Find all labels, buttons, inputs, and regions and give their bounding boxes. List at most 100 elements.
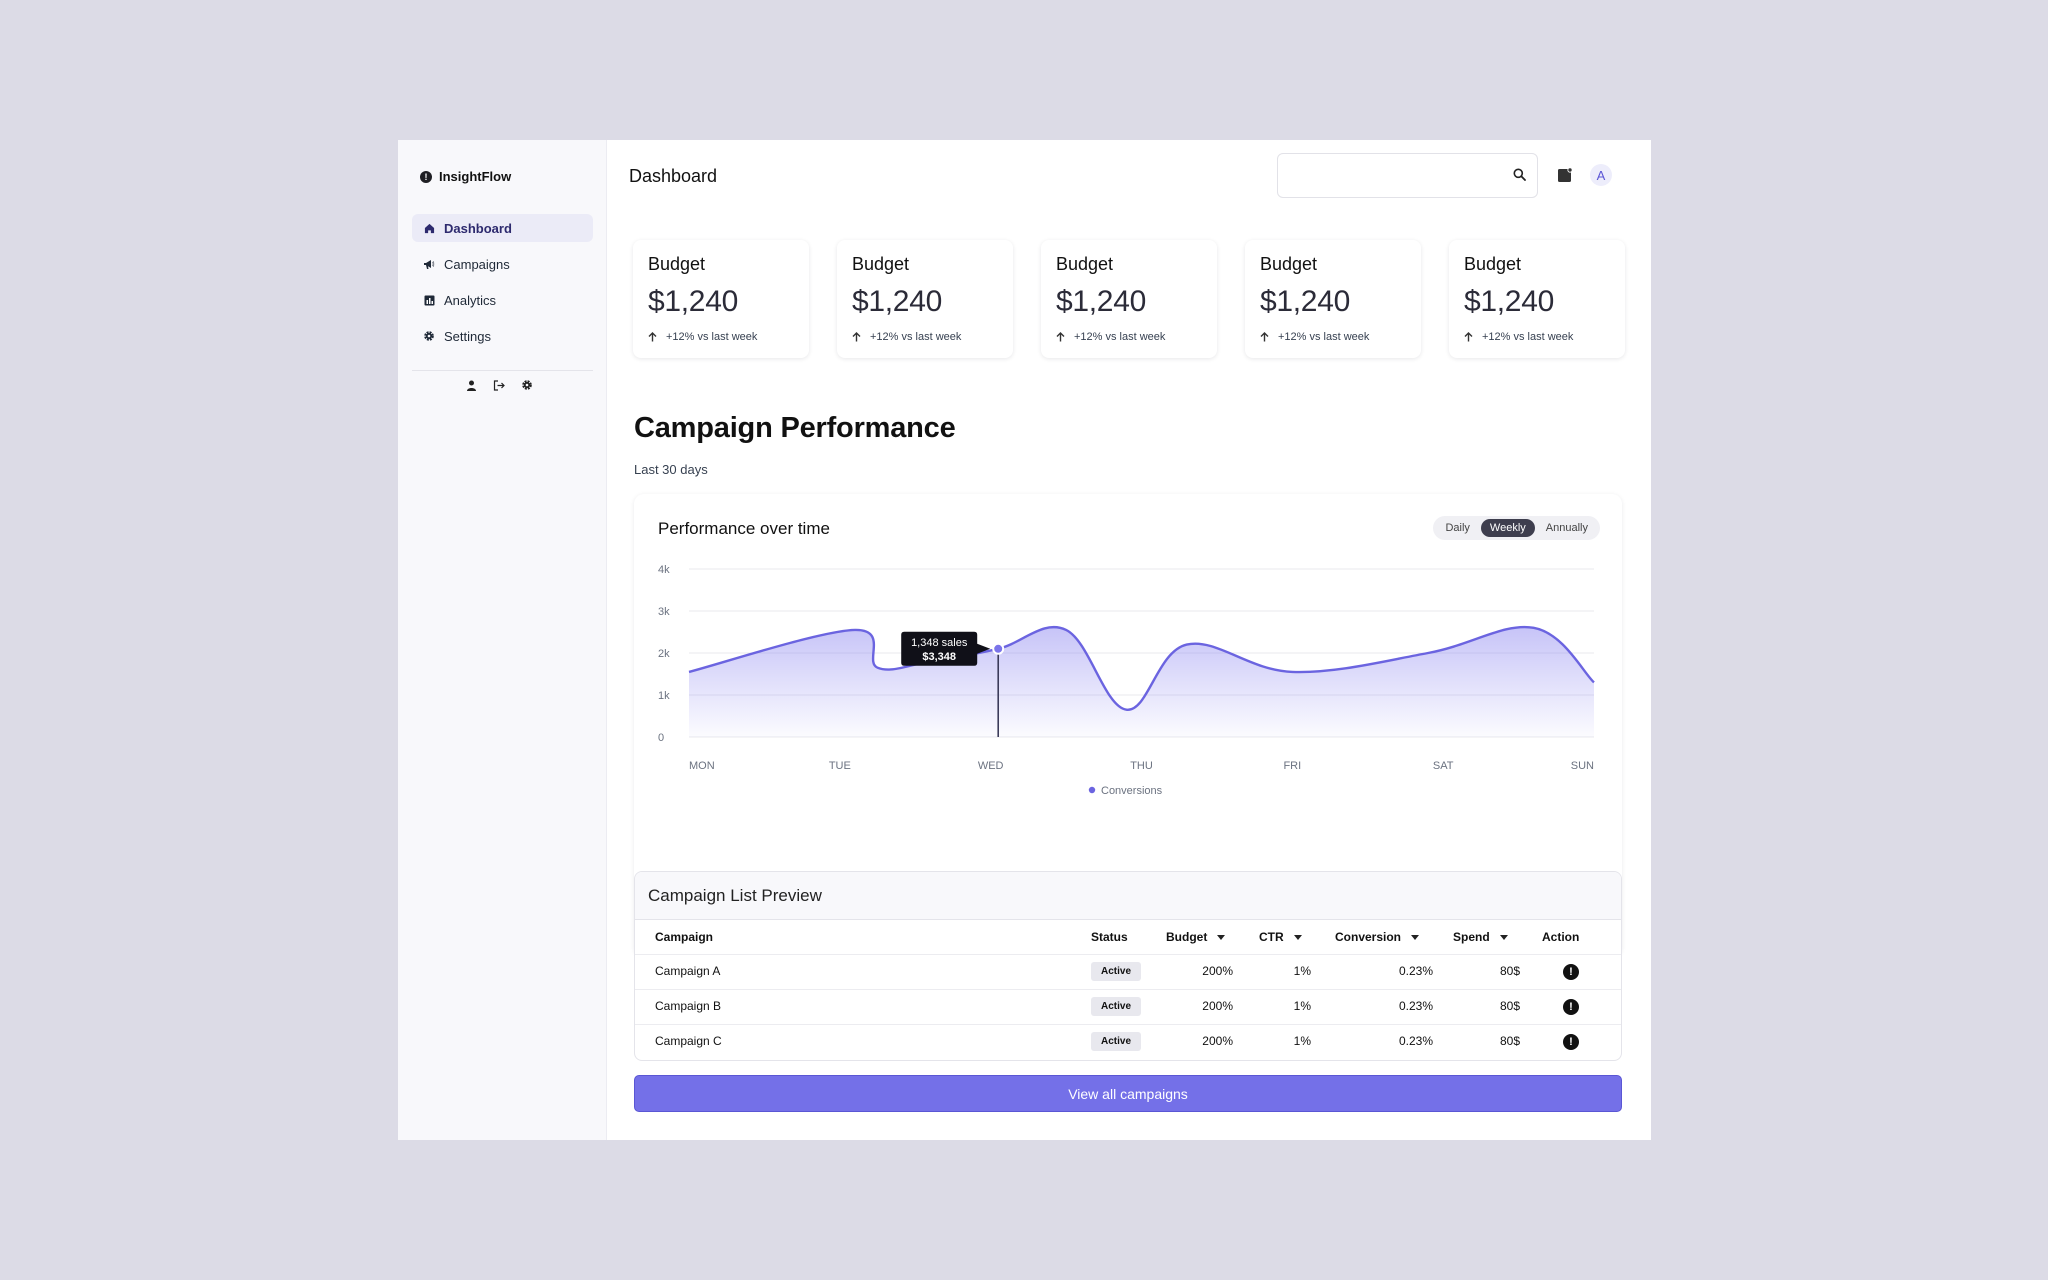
cell-ctr: 1% xyxy=(1259,954,1335,990)
brand[interactable]: ! InsightFlow xyxy=(420,169,511,184)
page-title: Dashboard xyxy=(629,166,718,186)
y-tick-label: 3k xyxy=(658,606,670,618)
sidebar-item-dashboard[interactable]: Dashboard xyxy=(412,214,593,242)
kpi-change-text: +12% vs last week xyxy=(1074,331,1166,343)
search-icon[interactable] xyxy=(1513,168,1527,182)
logout-icon[interactable] xyxy=(492,378,506,392)
col-budget-label: Budget xyxy=(1166,929,1208,944)
range-weekly[interactable]: Weekly xyxy=(1480,519,1535,537)
status-badge: Active xyxy=(1091,997,1142,1016)
y-tick-label: 2k xyxy=(658,648,670,660)
table-row[interactable]: Campaign B Active 200% 1% 0.23% 80$ ! xyxy=(635,989,1621,1025)
sidebar-item-analytics[interactable]: Analytics xyxy=(412,286,593,314)
cell-budget: 200% xyxy=(1166,989,1259,1025)
user-icon[interactable] xyxy=(464,378,478,392)
col-conversion-label: Conversion xyxy=(1335,929,1402,944)
alert-icon[interactable]: ! xyxy=(1563,998,1579,1015)
chart-tooltip: 1,348 sales $3,348 xyxy=(901,631,991,666)
x-tick-label: FRI xyxy=(1283,760,1301,772)
highlight-point[interactable] xyxy=(992,642,1005,655)
x-tick-label: WED xyxy=(978,760,1004,772)
sidebar-item-label: Settings xyxy=(444,328,491,344)
tooltip-revenue: $3,348 xyxy=(922,651,956,663)
kpi-change-text: +12% vs last week xyxy=(1482,331,1574,343)
chart-legend: Conversions xyxy=(1088,785,1163,797)
cell-spend: 80$ xyxy=(1453,989,1542,1025)
kpi-value: $1,240 xyxy=(1464,285,1554,318)
legend-label: Conversions xyxy=(1101,785,1163,797)
table-title: Campaign List Preview xyxy=(635,872,1621,920)
app-window: ! InsightFlow Dashboard Campaigns Ana xyxy=(398,140,1651,1140)
kpi-change: +12% vs last week xyxy=(1260,331,1369,343)
cell-conversion: 0.23% xyxy=(1398,1033,1433,1048)
cell-conversion: 0.23% xyxy=(1335,954,1453,990)
kpi-change: +12% vs last week xyxy=(1056,331,1165,343)
col-ctr[interactable]: CTR xyxy=(1259,920,1335,955)
sidebar: ! InsightFlow Dashboard Campaigns Ana xyxy=(398,140,607,1140)
y-tick-label: 4k xyxy=(658,564,670,576)
table-row[interactable]: Campaign A Active 200% 1% 0.23% 80$ ! xyxy=(635,954,1621,990)
avatar[interactable]: A xyxy=(1590,164,1612,186)
col-campaign: Campaign xyxy=(635,920,1091,955)
kpi-change: +12% vs last week xyxy=(1464,331,1573,343)
home-icon xyxy=(423,222,435,234)
kpi-value: $1,240 xyxy=(1260,285,1350,318)
y-tick-label: 1k xyxy=(658,690,670,702)
kpi-value: $1,240 xyxy=(1056,285,1146,318)
cell-budget: 200% xyxy=(1202,1033,1233,1048)
view-all-campaigns-button[interactable]: View all campaigns xyxy=(634,1075,1622,1112)
kpi-value: $1,240 xyxy=(648,285,738,318)
col-budget[interactable]: Budget xyxy=(1166,920,1259,955)
x-tick-label: THU xyxy=(1130,760,1153,772)
conversions-line xyxy=(688,625,1595,711)
kpi-card: Budget $1,240 +12% vs last week xyxy=(1245,240,1421,358)
col-spend[interactable]: Spend xyxy=(1453,920,1542,955)
col-conversion[interactable]: Conversion xyxy=(1335,920,1453,955)
gear-icon[interactable] xyxy=(520,378,534,392)
range-annually[interactable]: Annually xyxy=(1545,522,1588,534)
sort-caret-icon xyxy=(1411,935,1420,941)
kpi-label: Budget xyxy=(1260,254,1318,274)
kpi-card: Budget $1,240 +12% vs last week xyxy=(633,240,809,358)
col-ctr-label: CTR xyxy=(1259,929,1284,944)
cell-conversion: 0.23% xyxy=(1335,989,1453,1025)
main-content: Dashboard A Budget $1,240 +12% vs last w… xyxy=(607,140,1651,1140)
performance-chart: 0 1k 2k 3k 4k 1,348 sales $3,348 MON TUE WED TH… xyxy=(658,564,1595,797)
conversions-area xyxy=(689,627,1594,737)
campaign-table-card: Campaign List Preview Campaign Status Bu… xyxy=(634,871,1622,1061)
cell-ctr: 1% xyxy=(1293,1033,1311,1048)
megaphone-icon xyxy=(423,258,435,270)
x-tick-label: TUE xyxy=(829,760,851,772)
sidebar-item-label: Analytics xyxy=(444,292,497,308)
range-daily[interactable]: Daily xyxy=(1445,522,1470,534)
cell-spend: 80$ xyxy=(1453,954,1542,990)
table-header-row: Campaign Status Budget CTR Conversion Sp… xyxy=(635,920,1621,955)
arrow-up-icon xyxy=(1056,332,1065,342)
sidebar-item-campaigns[interactable]: Campaigns xyxy=(412,250,593,278)
y-tick-label: 0 xyxy=(658,732,664,744)
section-subtitle: Last 30 days xyxy=(634,462,708,477)
status-badge: Active xyxy=(1091,1032,1142,1052)
sidebar-actions xyxy=(464,378,534,392)
sort-caret-icon xyxy=(1499,935,1508,941)
legend-dot xyxy=(1088,786,1096,794)
table-row[interactable]: Campaign C Active 200% 1% 0.23% 80$ ! xyxy=(635,1024,1621,1059)
notification-icon[interactable] xyxy=(1557,167,1573,183)
cell-ctr: 1% xyxy=(1259,989,1335,1025)
cell-spend: 80$ xyxy=(1499,1033,1520,1048)
kpi-change-text: +12% vs last week xyxy=(666,331,758,343)
status-badge: Active xyxy=(1091,962,1142,981)
kpi-change: +12% vs last week xyxy=(852,331,961,343)
sidebar-item-label: Dashboard xyxy=(444,220,512,236)
kpi-row: Budget $1,240 +12% vs last week Budget $… xyxy=(633,240,1625,358)
kpi-value: $1,240 xyxy=(852,285,942,318)
campaign-table: Campaign Status Budget CTR Conversion Sp… xyxy=(635,920,1621,1059)
sidebar-nav: Dashboard Campaigns Analytics Settings xyxy=(412,214,593,358)
alert-icon[interactable]: ! xyxy=(1563,1033,1579,1050)
arrow-up-icon xyxy=(852,332,861,342)
search-input[interactable] xyxy=(1278,154,1498,197)
x-tick-label: SUN xyxy=(1571,760,1594,772)
kpi-card: Budget $1,240 +12% vs last week xyxy=(1041,240,1217,358)
sidebar-item-settings[interactable]: Settings xyxy=(412,322,593,350)
alert-icon[interactable]: ! xyxy=(1563,963,1579,980)
